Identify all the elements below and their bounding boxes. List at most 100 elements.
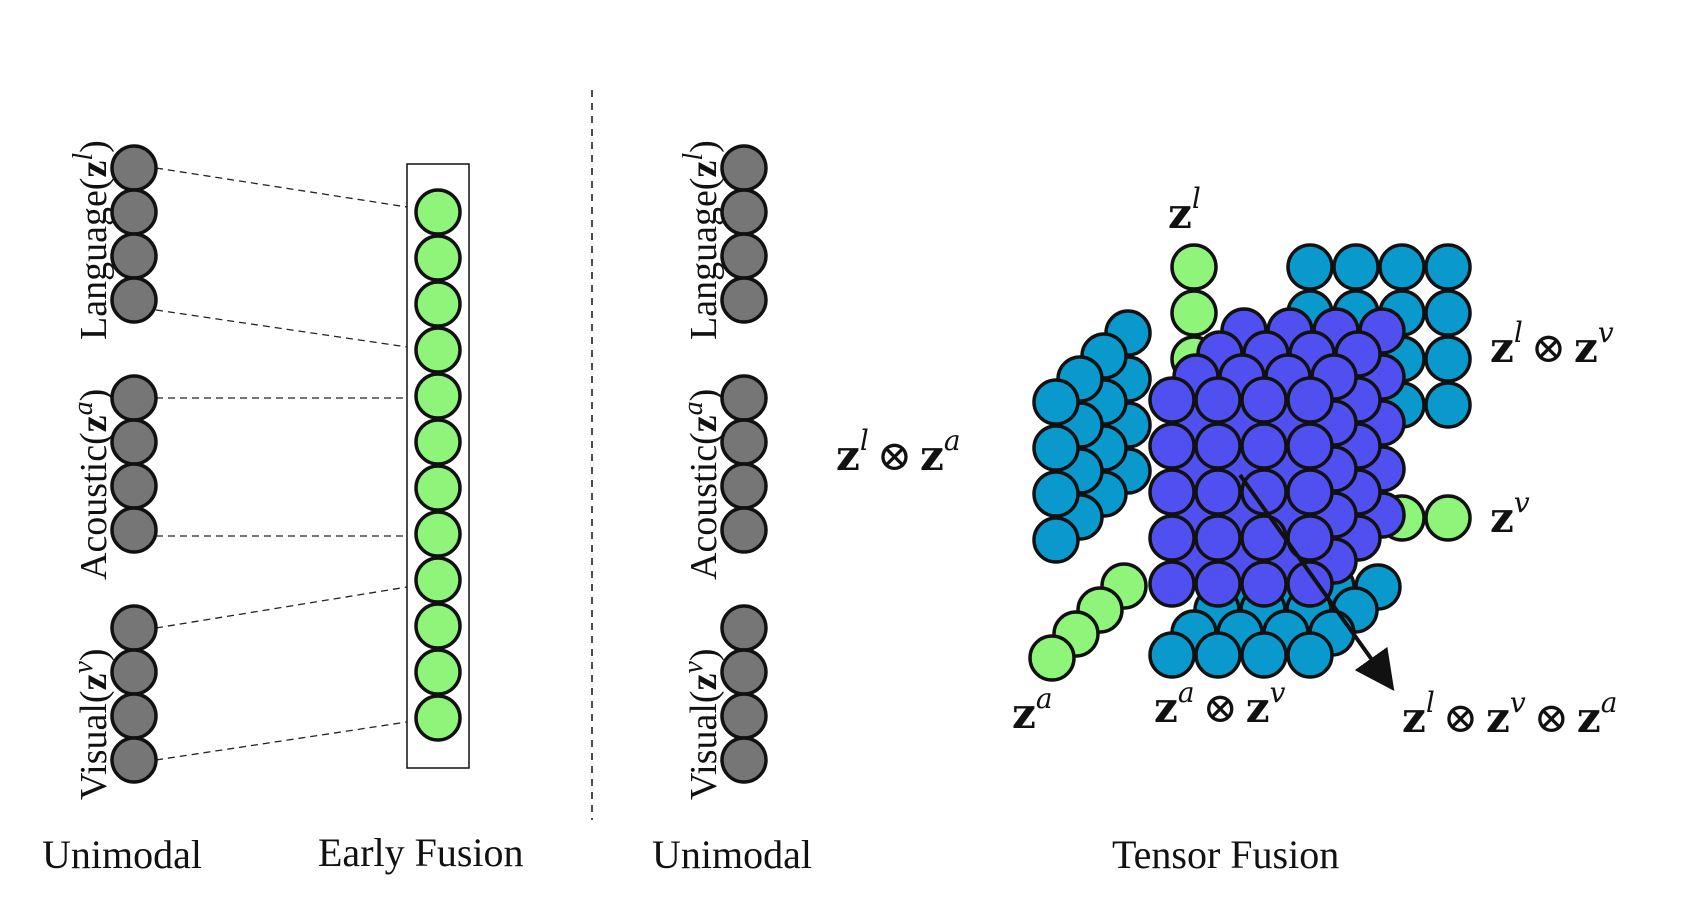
- trimodal-unit: [1240, 468, 1288, 516]
- lxv-unit: [1332, 243, 1380, 291]
- label-language-left: Language(zl): [68, 140, 115, 340]
- zl-unit: [1170, 243, 1218, 291]
- trimodal-unit: [1148, 514, 1196, 562]
- lxv-unit: [1424, 289, 1472, 337]
- lxa-plane: [1032, 309, 1152, 564]
- early-fusion-unit: [414, 602, 462, 650]
- trimodal-unit: [1148, 468, 1196, 516]
- trimodal-unit: [1286, 468, 1334, 516]
- early-fusion-unit: [414, 188, 462, 236]
- unimodal-left-visual-unit: [110, 692, 158, 740]
- label-za: za: [1012, 682, 1053, 738]
- unimodal-right-language-unit: [720, 232, 768, 280]
- label-visual-left: Visual(zv): [68, 648, 115, 800]
- early-fusion-unit: [414, 326, 462, 374]
- early-fusion-unit: [414, 556, 462, 604]
- trimodal-unit: [1148, 422, 1196, 470]
- trimodal-unit: [1194, 468, 1242, 516]
- unimodal-right-language-unit: [720, 144, 768, 192]
- unimodal-left-visual-unit: [110, 736, 158, 784]
- early-fusion-unit: [414, 510, 462, 558]
- za-vector: [1028, 562, 1148, 682]
- lxv-unit: [1424, 335, 1472, 383]
- early-fusion-connector: [155, 167, 408, 208]
- unimodal-right-acoustic-unit: [720, 374, 768, 422]
- unimodal-right-visual-unit: [720, 604, 768, 652]
- early-fusion-unit: [414, 280, 462, 328]
- label-acoustic-right: Acoustic(za): [678, 389, 725, 580]
- lxv-plane: [1286, 243, 1472, 429]
- label-language-right: Language(zl): [678, 140, 725, 340]
- label-zl-x-za: zl ⊗ za: [836, 424, 961, 480]
- unimodal-right-acoustic-unit: [720, 462, 768, 510]
- unimodal-left-acoustic-unit: [110, 374, 158, 422]
- unimodal-left-acoustic-unit: [110, 506, 158, 554]
- trimodal-tensor: [1148, 307, 1406, 608]
- unimodal-left-acoustic-unit: [110, 462, 158, 510]
- unimodal-right-visual-unit: [720, 648, 768, 696]
- early-fusion-unit: [414, 648, 462, 696]
- early-fusion-connector: [155, 309, 408, 348]
- unimodal-left-visual-unit: [110, 648, 158, 696]
- caption-tensor-fusion: Tensor Fusion: [1112, 832, 1339, 877]
- trimodal-unit: [1286, 376, 1334, 424]
- trimodal-unit: [1194, 514, 1242, 562]
- early-fusion-connector: [155, 586, 408, 629]
- caption-unimodal-left: Unimodal: [42, 832, 202, 877]
- axv-unit: [1194, 631, 1242, 679]
- trimodal-arrow: [1238, 473, 1395, 692]
- zl-unit: [1170, 289, 1218, 337]
- za-unit: [1028, 634, 1076, 682]
- unimodal-left-language-unit: [110, 232, 158, 280]
- early-fusion-column: [414, 188, 462, 742]
- trimodal-unit: [1286, 422, 1334, 470]
- trimodal-unit: [1240, 514, 1288, 562]
- lxv-unit: [1378, 243, 1426, 291]
- unimodal-left-language-unit: [110, 188, 158, 236]
- unimodal-left-visual-unit: [110, 604, 158, 652]
- unimodal-right-language-unit: [720, 188, 768, 236]
- trimodal-unit: [1240, 376, 1288, 424]
- axv-unit: [1148, 631, 1196, 679]
- unimodal-right-visual-unit: [720, 692, 768, 740]
- early-fusion-connector: [155, 721, 408, 761]
- zv-unit: [1424, 494, 1472, 542]
- lxa-unit: [1032, 470, 1080, 518]
- early-fusion-unit: [414, 372, 462, 420]
- label-zl-x-zv: zl ⊗ zv: [1490, 316, 1614, 372]
- unimodal-right-acoustic-unit: [720, 506, 768, 554]
- trimodal-unit: [1286, 560, 1334, 608]
- label-za-x-zv: za ⊗ zv: [1154, 676, 1286, 732]
- early-fusion-unit: [414, 418, 462, 466]
- label-zl: zl: [1168, 182, 1201, 238]
- trimodal-unit: [1194, 560, 1242, 608]
- axv-unit: [1240, 631, 1288, 679]
- unimodal-right-language-unit: [720, 276, 768, 324]
- unimodal-right-acoustic-unit: [720, 418, 768, 466]
- trimodal-unit: [1194, 422, 1242, 470]
- lxv-unit: [1424, 243, 1472, 291]
- trimodal-unit: [1286, 514, 1334, 562]
- lxa-unit: [1032, 516, 1080, 564]
- axv-unit: [1286, 631, 1334, 679]
- early-fusion-box: [406, 163, 470, 769]
- lxv-unit: [1286, 243, 1334, 291]
- trimodal-unit: [1148, 560, 1196, 608]
- early-fusion-connectors: [155, 167, 408, 761]
- unimodal-left-acoustic-unit: [110, 418, 158, 466]
- label-zv: zv: [1490, 486, 1530, 542]
- early-fusion-unit: [414, 464, 462, 512]
- lxa-unit: [1032, 424, 1080, 472]
- unimodal-left-language-unit: [110, 144, 158, 192]
- label-acoustic-left: Acoustic(za): [68, 389, 115, 580]
- caption-unimodal-right: Unimodal: [652, 832, 812, 877]
- lxv-unit: [1424, 381, 1472, 429]
- trimodal-unit: [1148, 376, 1196, 424]
- caption-early-fusion: Early Fusion: [318, 830, 524, 875]
- unimodal-left-language-unit: [110, 276, 158, 324]
- label-visual-right: Visual(zv): [678, 648, 725, 800]
- trimodal-unit: [1194, 376, 1242, 424]
- trimodal-unit: [1240, 560, 1288, 608]
- lxa-unit: [1032, 378, 1080, 426]
